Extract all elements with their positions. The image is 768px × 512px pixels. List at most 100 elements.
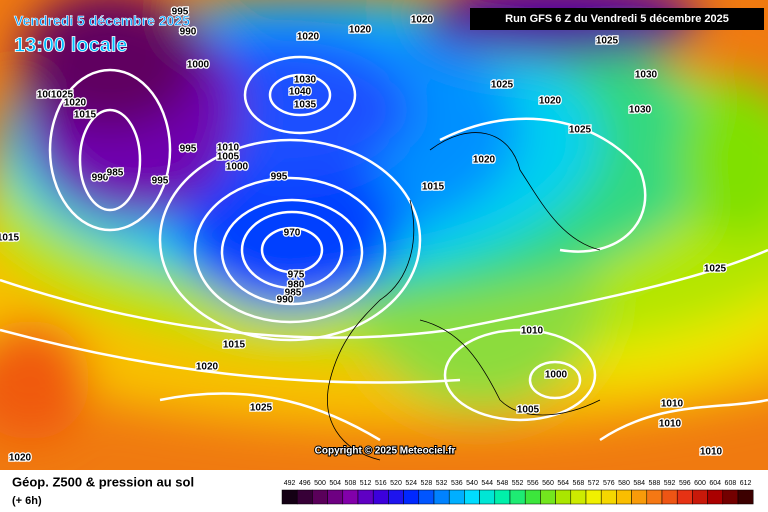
legend-bar: Géop. Z500 & pression au sol (+ 6h) 492 4… [0,470,768,512]
color-scale: 492 496 500 504 508 512 516 520 524 528 532 536 540 5… [281,480,754,505]
scale-swatch [540,489,556,505]
scale-label: 592 [664,480,676,487]
isobar-label: 1020 [297,32,320,43]
scale-swatch [707,489,724,505]
scale-swatch [509,489,526,505]
scale-swatch [372,489,389,505]
scale-swatch [524,489,541,505]
isobar-label: 1005 [217,152,240,163]
scale-label: 548 [497,480,509,487]
scale-swatch [281,489,298,505]
scale-swatch [722,489,739,505]
scale-swatch [327,489,344,505]
isobar-label: 1030 [635,70,658,81]
scale-swatch [479,489,496,505]
scale-label: 608 [725,480,737,487]
isobar-label: 990 [180,27,197,38]
isobar-label: 1020 [411,15,434,26]
isobar-label: 1015 [223,340,246,351]
isobar-label: 995 [271,172,288,183]
scale-label: 508 [345,480,357,487]
isobar-label: 1010 [661,399,684,410]
scale-label: 536 [451,480,463,487]
isobar-label: 1040 [289,87,312,98]
legend-step: (+ 6h) [12,495,42,507]
scale-swatch [661,489,678,505]
scale-swatch [631,489,648,505]
isobar-label: 1015 [74,110,97,121]
scale-swatch [494,489,511,505]
scale-swatch [737,489,754,505]
scale-label: 580 [618,480,630,487]
isobar-label: 1000 [226,162,249,173]
scale-label: 528 [421,480,433,487]
isobar-label: 1025 [596,36,619,47]
scale-swatch [600,489,617,505]
isobar-label: 1020 [9,453,32,464]
scale-swatch [342,489,359,505]
isobar-label: 970 [284,228,301,239]
scale-label: 544 [481,480,493,487]
scale-swatch [448,489,465,505]
isobar-label: 1015 [0,233,20,244]
legend-title: Géop. Z500 & pression au sol [12,474,194,489]
isobar-label: 1000 [545,370,568,381]
isobar-label: 980 [288,280,305,291]
isobar-label: 985 [285,288,302,299]
scale-label: 492 [284,480,296,487]
date-text: Vendredi 5 décembre 2025 [14,13,190,29]
isobar-label: 975 [288,270,305,281]
scale-swatch [692,489,708,505]
isobar-label: 1025 [250,403,273,414]
run-text: Run GFS 6 Z du Vendredi 5 décembre 2025 [505,13,729,25]
scale-swatch [418,489,435,505]
scale-label: 596 [679,480,691,487]
scale-label: 568 [573,480,585,487]
scale-label: 532 [436,480,448,487]
isobar-label: 1005 [517,405,540,416]
scale-label: 576 [603,480,615,487]
weather-map: Run GFS 6 Z du Vendredi 5 décembre 2025 … [0,0,768,470]
isobar-label: 1025 [491,80,514,91]
scale-swatch [570,489,587,505]
isobar-label: 985 [107,168,124,179]
isobar-label: 1025 [704,264,727,275]
scale-swatch [555,489,572,505]
time-text: 13:00 locale [14,34,127,56]
isobar-label: 1020 [196,362,219,373]
scale-swatch [585,489,602,505]
isobar-label: 1020 [349,25,372,36]
scale-label: 552 [512,480,524,487]
isobar-label: 990 [277,295,294,306]
isobar-label: 995 [180,144,197,155]
isobar-label: 1020 [473,155,496,166]
scale-label: 524 [405,480,417,487]
scale-label: 584 [633,480,645,487]
run-box [470,8,764,30]
scale-swatch [312,489,328,505]
isobar-label: 995 [172,7,189,18]
isobar-label: 1010 [700,447,723,458]
isobar-label: 990 [92,173,109,184]
scale-label: 556 [527,480,539,487]
isobar-label: 1020 [539,96,562,107]
isobar-label: 1000 [187,60,210,71]
isobar-label: 995 [152,176,169,187]
scale-label: 604 [709,480,721,487]
isobar-label: 1035 [294,100,317,111]
scale-label: 540 [466,480,478,487]
scale-label: 512 [360,480,372,487]
geopotential-field [0,0,768,470]
scale-swatch [616,489,632,505]
isobar-label: 1025 [569,125,592,136]
isobar-label: 1010 [521,326,544,337]
scale-swatch [357,489,374,505]
scale-swatch [403,489,420,505]
scale-label: 520 [390,480,402,487]
scale-swatch [388,489,404,505]
isobar-label: 1030 [294,75,317,86]
isobar-label: 1030 [629,105,652,116]
isobar-label: 1025 [51,90,74,101]
scale-label: 572 [588,480,600,487]
